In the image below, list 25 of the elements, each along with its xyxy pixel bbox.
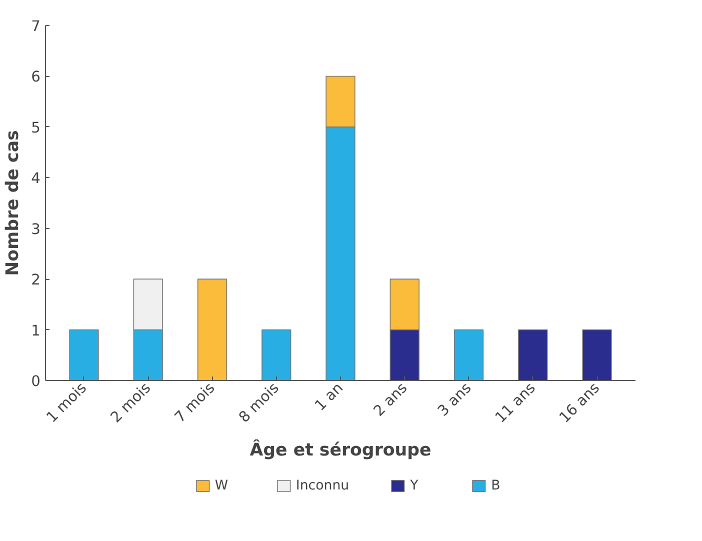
bar xyxy=(262,329,292,380)
y-tick-label: 1 xyxy=(31,322,41,340)
x-tick-label: 3 ans xyxy=(434,379,475,420)
x-tick-label: 16 ans xyxy=(556,379,604,426)
legend-label: W xyxy=(214,478,230,493)
legend-label: Inconnu xyxy=(296,478,350,493)
y-tick-label: 0 xyxy=(31,373,41,390)
legend-label: B xyxy=(491,478,502,493)
y-tick-label: 6 xyxy=(31,68,41,86)
bar xyxy=(197,278,228,380)
x-tick-label: 11 ans xyxy=(492,379,539,426)
y-tick-label: 4 xyxy=(31,170,41,188)
bar xyxy=(454,329,484,380)
x-tick-label: 2 ans xyxy=(370,379,411,420)
y-tick-label: 7 xyxy=(31,18,41,35)
x-axis-title: Âge et sérogroupe xyxy=(250,438,432,460)
legend-label: Y xyxy=(410,478,420,493)
y-tick-label: 3 xyxy=(31,220,41,238)
y-tick-label: 5 xyxy=(31,119,41,136)
y-tick-label: 2 xyxy=(31,272,41,289)
bar xyxy=(582,329,612,380)
x-tick-label: 1 an xyxy=(312,379,347,414)
bar xyxy=(518,329,548,380)
bar xyxy=(69,329,99,380)
y-axis-title: Nombre de cas xyxy=(3,130,24,276)
